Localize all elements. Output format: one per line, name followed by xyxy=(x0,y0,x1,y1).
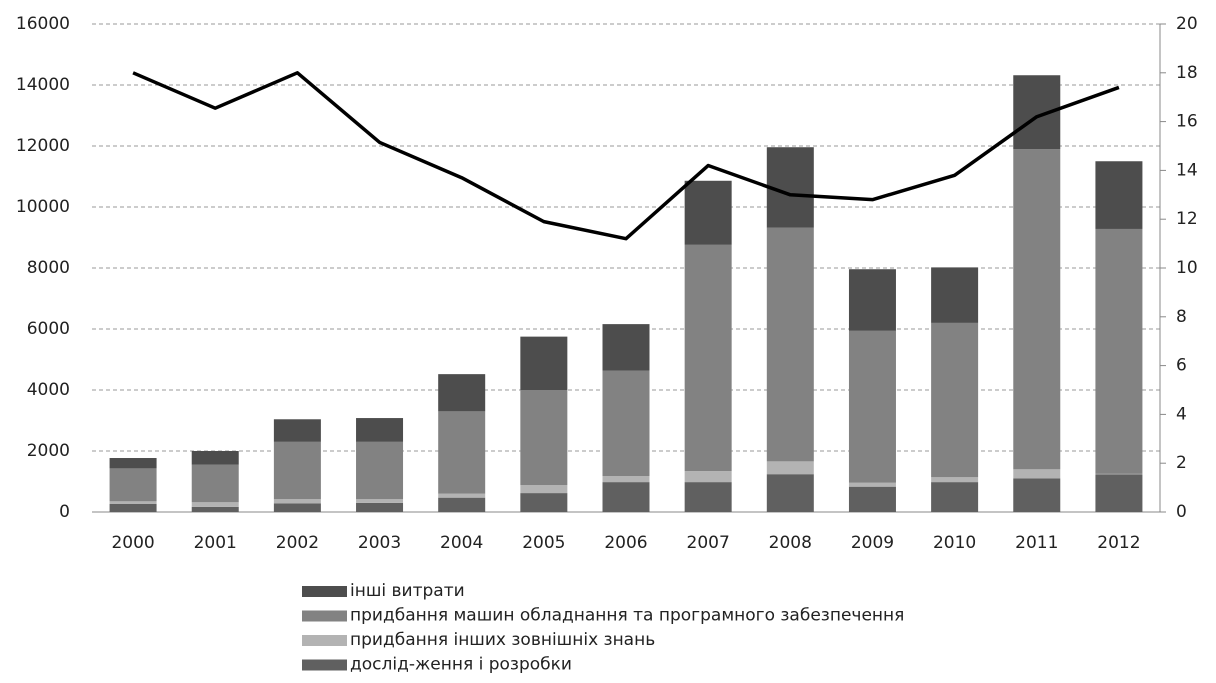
bar-segment xyxy=(356,502,404,512)
bar-segment xyxy=(520,390,568,486)
y2-tick-label: 16 xyxy=(1176,112,1198,132)
bar-segment xyxy=(191,506,239,512)
bar-segment xyxy=(520,485,568,494)
x-tick-label: 2009 xyxy=(851,533,894,553)
y-tick-label: 14000 xyxy=(16,75,70,95)
bar-segment xyxy=(1095,228,1143,474)
bar-segment xyxy=(602,370,650,477)
y2-tick-label: 4 xyxy=(1176,404,1187,424)
legend-swatch xyxy=(302,659,347,671)
bar-segment xyxy=(931,482,979,512)
x-tick-label: 2006 xyxy=(604,533,647,553)
bar-segment xyxy=(109,501,157,504)
bar-segment xyxy=(438,497,486,512)
bar-segment xyxy=(191,451,239,465)
x-tick-label: 2010 xyxy=(933,533,976,553)
bar-segment xyxy=(109,503,157,512)
bar-segment xyxy=(766,461,814,475)
bar-segment xyxy=(273,499,321,504)
bar-segment xyxy=(273,503,321,512)
x-tick-label: 2003 xyxy=(358,533,401,553)
bar-segment xyxy=(684,482,732,512)
bar-segment xyxy=(848,330,896,483)
bar-segment xyxy=(438,493,486,498)
x-tick-label: 2008 xyxy=(769,533,812,553)
x-tick-label: 2004 xyxy=(440,533,483,553)
bar-segment xyxy=(766,474,814,512)
y-tick-label: 8000 xyxy=(27,258,70,278)
bar-segment xyxy=(520,493,568,512)
y2-tick-label: 8 xyxy=(1176,307,1187,327)
y2-tick-label: 0 xyxy=(1176,502,1187,522)
y2-tick-label: 6 xyxy=(1176,356,1187,376)
bar-segment xyxy=(356,441,404,500)
bar-segment xyxy=(602,476,650,483)
y2-tick-label: 18 xyxy=(1176,63,1198,83)
bar-segment xyxy=(1013,469,1061,479)
bar-segment xyxy=(1095,474,1143,512)
y-tick-label: 4000 xyxy=(27,380,70,400)
bar-segment xyxy=(191,502,239,507)
bar-segment xyxy=(684,471,732,483)
bar-segment xyxy=(931,477,979,483)
bar-segment xyxy=(1013,149,1061,470)
legend-label: придбання машин обладнання та програмног… xyxy=(350,606,904,626)
x-tick-label: 2007 xyxy=(687,533,730,553)
x-tick-label: 2011 xyxy=(1015,533,1058,553)
bar-segment xyxy=(602,324,650,371)
bar-segment xyxy=(520,336,568,390)
bar-segment xyxy=(191,464,239,503)
bar-segment xyxy=(931,322,979,478)
y2-tick-label: 14 xyxy=(1176,160,1198,180)
line xyxy=(132,71,1120,241)
legend-label: інші витрати xyxy=(350,581,465,601)
bar-segment xyxy=(438,374,486,412)
bar-segment xyxy=(356,499,404,503)
bar-segment xyxy=(1095,473,1143,475)
x-tick-label: 2002 xyxy=(276,533,319,553)
bar-segment xyxy=(438,411,486,494)
y-tick-label: 0 xyxy=(59,502,70,522)
y2-tick-label: 10 xyxy=(1176,258,1198,278)
bar-segment xyxy=(602,482,650,512)
x-tick-label: 2000 xyxy=(111,533,154,553)
y-tick-label: 16000 xyxy=(16,14,70,34)
x-tick-label: 2001 xyxy=(194,533,237,553)
bar-segment xyxy=(1095,161,1143,229)
y-tick-label: 6000 xyxy=(27,319,70,339)
bar-segment xyxy=(848,486,896,512)
bar-segment xyxy=(273,419,321,442)
bar-segment xyxy=(1013,478,1061,512)
legend-label: дослід-ження і розробки xyxy=(350,655,572,675)
y-tick-label: 2000 xyxy=(27,441,70,461)
bar-segment xyxy=(684,244,732,472)
bar-segment xyxy=(109,468,157,502)
y2-tick-label: 12 xyxy=(1176,209,1198,229)
y2-tick-label: 2 xyxy=(1176,453,1187,473)
y2-tick-label: 20 xyxy=(1176,14,1198,34)
bar-segment xyxy=(273,441,321,500)
y-tick-label: 10000 xyxy=(16,197,70,217)
bar-segment xyxy=(109,458,157,469)
legend-swatch xyxy=(302,635,347,646)
bar-segment xyxy=(684,180,732,245)
x-tick-label: 2005 xyxy=(522,533,565,553)
x-tick-label: 2012 xyxy=(1097,533,1140,553)
y-tick-label: 12000 xyxy=(16,136,70,156)
bar-segment xyxy=(848,269,896,331)
bar-segment xyxy=(931,267,979,323)
bar-segment xyxy=(356,418,404,442)
legend-swatch xyxy=(302,586,347,597)
bar-segment xyxy=(848,482,896,487)
legend-label: придбання інших зовнішніх знань xyxy=(350,630,655,650)
legend-swatch xyxy=(302,610,347,622)
bar-segment xyxy=(766,227,814,462)
